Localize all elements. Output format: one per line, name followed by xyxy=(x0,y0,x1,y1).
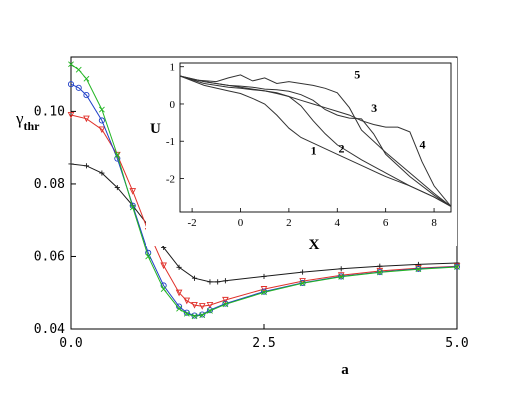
main-data-point xyxy=(98,106,105,113)
main-data-point xyxy=(68,161,74,167)
main-data-point xyxy=(191,313,198,320)
inset-curve-2 xyxy=(179,75,452,207)
inset-curve-label-3: 3 xyxy=(371,101,377,115)
inset-ticks-group: -2 0 2 4 6 8 -2 -1 0 1 xyxy=(166,62,437,229)
inset-y-tick-label: 1 xyxy=(170,62,176,74)
main-y-tick-label: 0.08 xyxy=(34,177,65,192)
inset-y-tick-label: 0 xyxy=(170,99,176,111)
inset-chart: -2 0 2 4 6 8 -2 -1 0 1 1 2 3 4 5 X U xyxy=(146,58,457,253)
inset-y-tick-label: -1 xyxy=(166,136,175,148)
inset-series-group xyxy=(179,74,452,207)
main-data-point xyxy=(215,279,221,285)
main-y-tick-label: 0.06 xyxy=(34,249,65,264)
main-data-point xyxy=(261,273,267,280)
main-y-axis-label-subscript: thr xyxy=(24,119,41,133)
main-data-point xyxy=(191,275,198,281)
inset-curve-labels-group: 1 2 3 4 5 xyxy=(311,68,426,158)
main-data-point xyxy=(176,305,182,312)
main-data-point xyxy=(145,253,152,260)
main-data-point xyxy=(114,184,120,191)
main-series-group xyxy=(67,61,461,320)
inset-curve-label-5: 5 xyxy=(354,68,360,82)
inset-x-tick-label: 0 xyxy=(238,217,244,229)
inset-x-axis-label: X xyxy=(309,237,320,253)
main-data-point xyxy=(176,264,182,270)
inset-x-tick-label: 4 xyxy=(335,217,341,229)
main-data-point xyxy=(198,303,206,310)
inset-curve-label-2: 2 xyxy=(338,141,344,155)
main-y-axis-label: γthr xyxy=(15,109,40,133)
inset-curve-label-4: 4 xyxy=(420,138,426,152)
main-data-point xyxy=(68,61,74,68)
main-data-point xyxy=(454,260,460,266)
main-data-point xyxy=(222,301,229,308)
main-data-point xyxy=(199,311,206,318)
main-data-point xyxy=(83,115,90,123)
main-data-point xyxy=(207,279,213,285)
main-data-point xyxy=(99,170,105,176)
inset-x-tick-label: 8 xyxy=(431,217,437,229)
inset-curve-3 xyxy=(179,75,452,207)
main-ticks-group: 0.0 2.5 5.0 0.04 0.06 0.08 0.10 xyxy=(34,104,469,351)
main-data-point xyxy=(338,266,344,272)
main-data-point xyxy=(376,269,383,276)
main-data-point xyxy=(98,126,106,134)
main-data-point xyxy=(67,81,75,88)
main-data-point xyxy=(207,307,213,314)
main-series-line xyxy=(70,163,458,283)
main-data-point xyxy=(300,269,306,275)
inset-curve-1 xyxy=(179,75,452,207)
main-data-point xyxy=(199,312,206,319)
main-x-tick-label: 2.5 xyxy=(252,336,275,351)
main-data-point xyxy=(338,273,345,280)
main-data-point xyxy=(415,266,422,273)
main-data-point xyxy=(222,278,228,284)
main-data-point xyxy=(183,297,191,305)
main-data-point xyxy=(129,204,136,211)
main-data-point xyxy=(98,117,105,124)
main-data-point xyxy=(114,152,121,158)
main-data-point xyxy=(75,84,82,91)
main-data-point xyxy=(175,289,183,297)
main-series-line xyxy=(70,63,458,317)
main-data-point xyxy=(261,289,267,296)
inset-curve-label-1: 1 xyxy=(311,143,317,157)
main-data-point xyxy=(160,286,167,293)
main-data-point xyxy=(191,302,198,309)
main-data-point xyxy=(83,75,90,82)
main-data-point xyxy=(299,280,306,287)
inset-curve-5 xyxy=(179,74,452,207)
inset-x-tick-label: 6 xyxy=(383,217,389,229)
main-data-point xyxy=(454,264,460,270)
inset-background xyxy=(146,58,457,246)
inset-x-tick-label: -2 xyxy=(188,217,197,229)
main-y-axis-label-symbol: γ xyxy=(15,109,24,128)
main-chart: 0.0 2.5 5.0 0.04 0.06 0.08 0.10 a γthr xyxy=(15,56,469,378)
main-x-axis-label: a xyxy=(341,362,349,378)
main-data-point xyxy=(129,188,137,195)
main-series-x xyxy=(68,61,460,320)
main-data-point xyxy=(75,66,82,73)
main-data-point xyxy=(183,310,190,317)
main-data-point xyxy=(67,111,75,119)
main-y-tick-label: 0.04 xyxy=(34,322,65,337)
main-data-point xyxy=(222,296,229,304)
inset-y-tick-label: -2 xyxy=(166,173,175,185)
main-data-point xyxy=(160,262,167,270)
inset-x-tick-label: 2 xyxy=(286,217,292,229)
inset-y-axis-label: U xyxy=(150,121,161,137)
inset-plot-frame xyxy=(179,62,452,213)
main-data-point xyxy=(299,278,306,285)
main-data-point xyxy=(183,309,190,316)
main-x-tick-label: 0.0 xyxy=(59,336,82,351)
inset-curve-4 xyxy=(179,75,452,207)
main-x-tick-label: 5.0 xyxy=(445,336,468,351)
main-data-point xyxy=(453,263,461,270)
main-data-point xyxy=(83,163,90,169)
main-data-point xyxy=(83,92,90,99)
main-y-tick-label: 0.10 xyxy=(34,104,65,119)
main-data-point xyxy=(206,302,214,309)
